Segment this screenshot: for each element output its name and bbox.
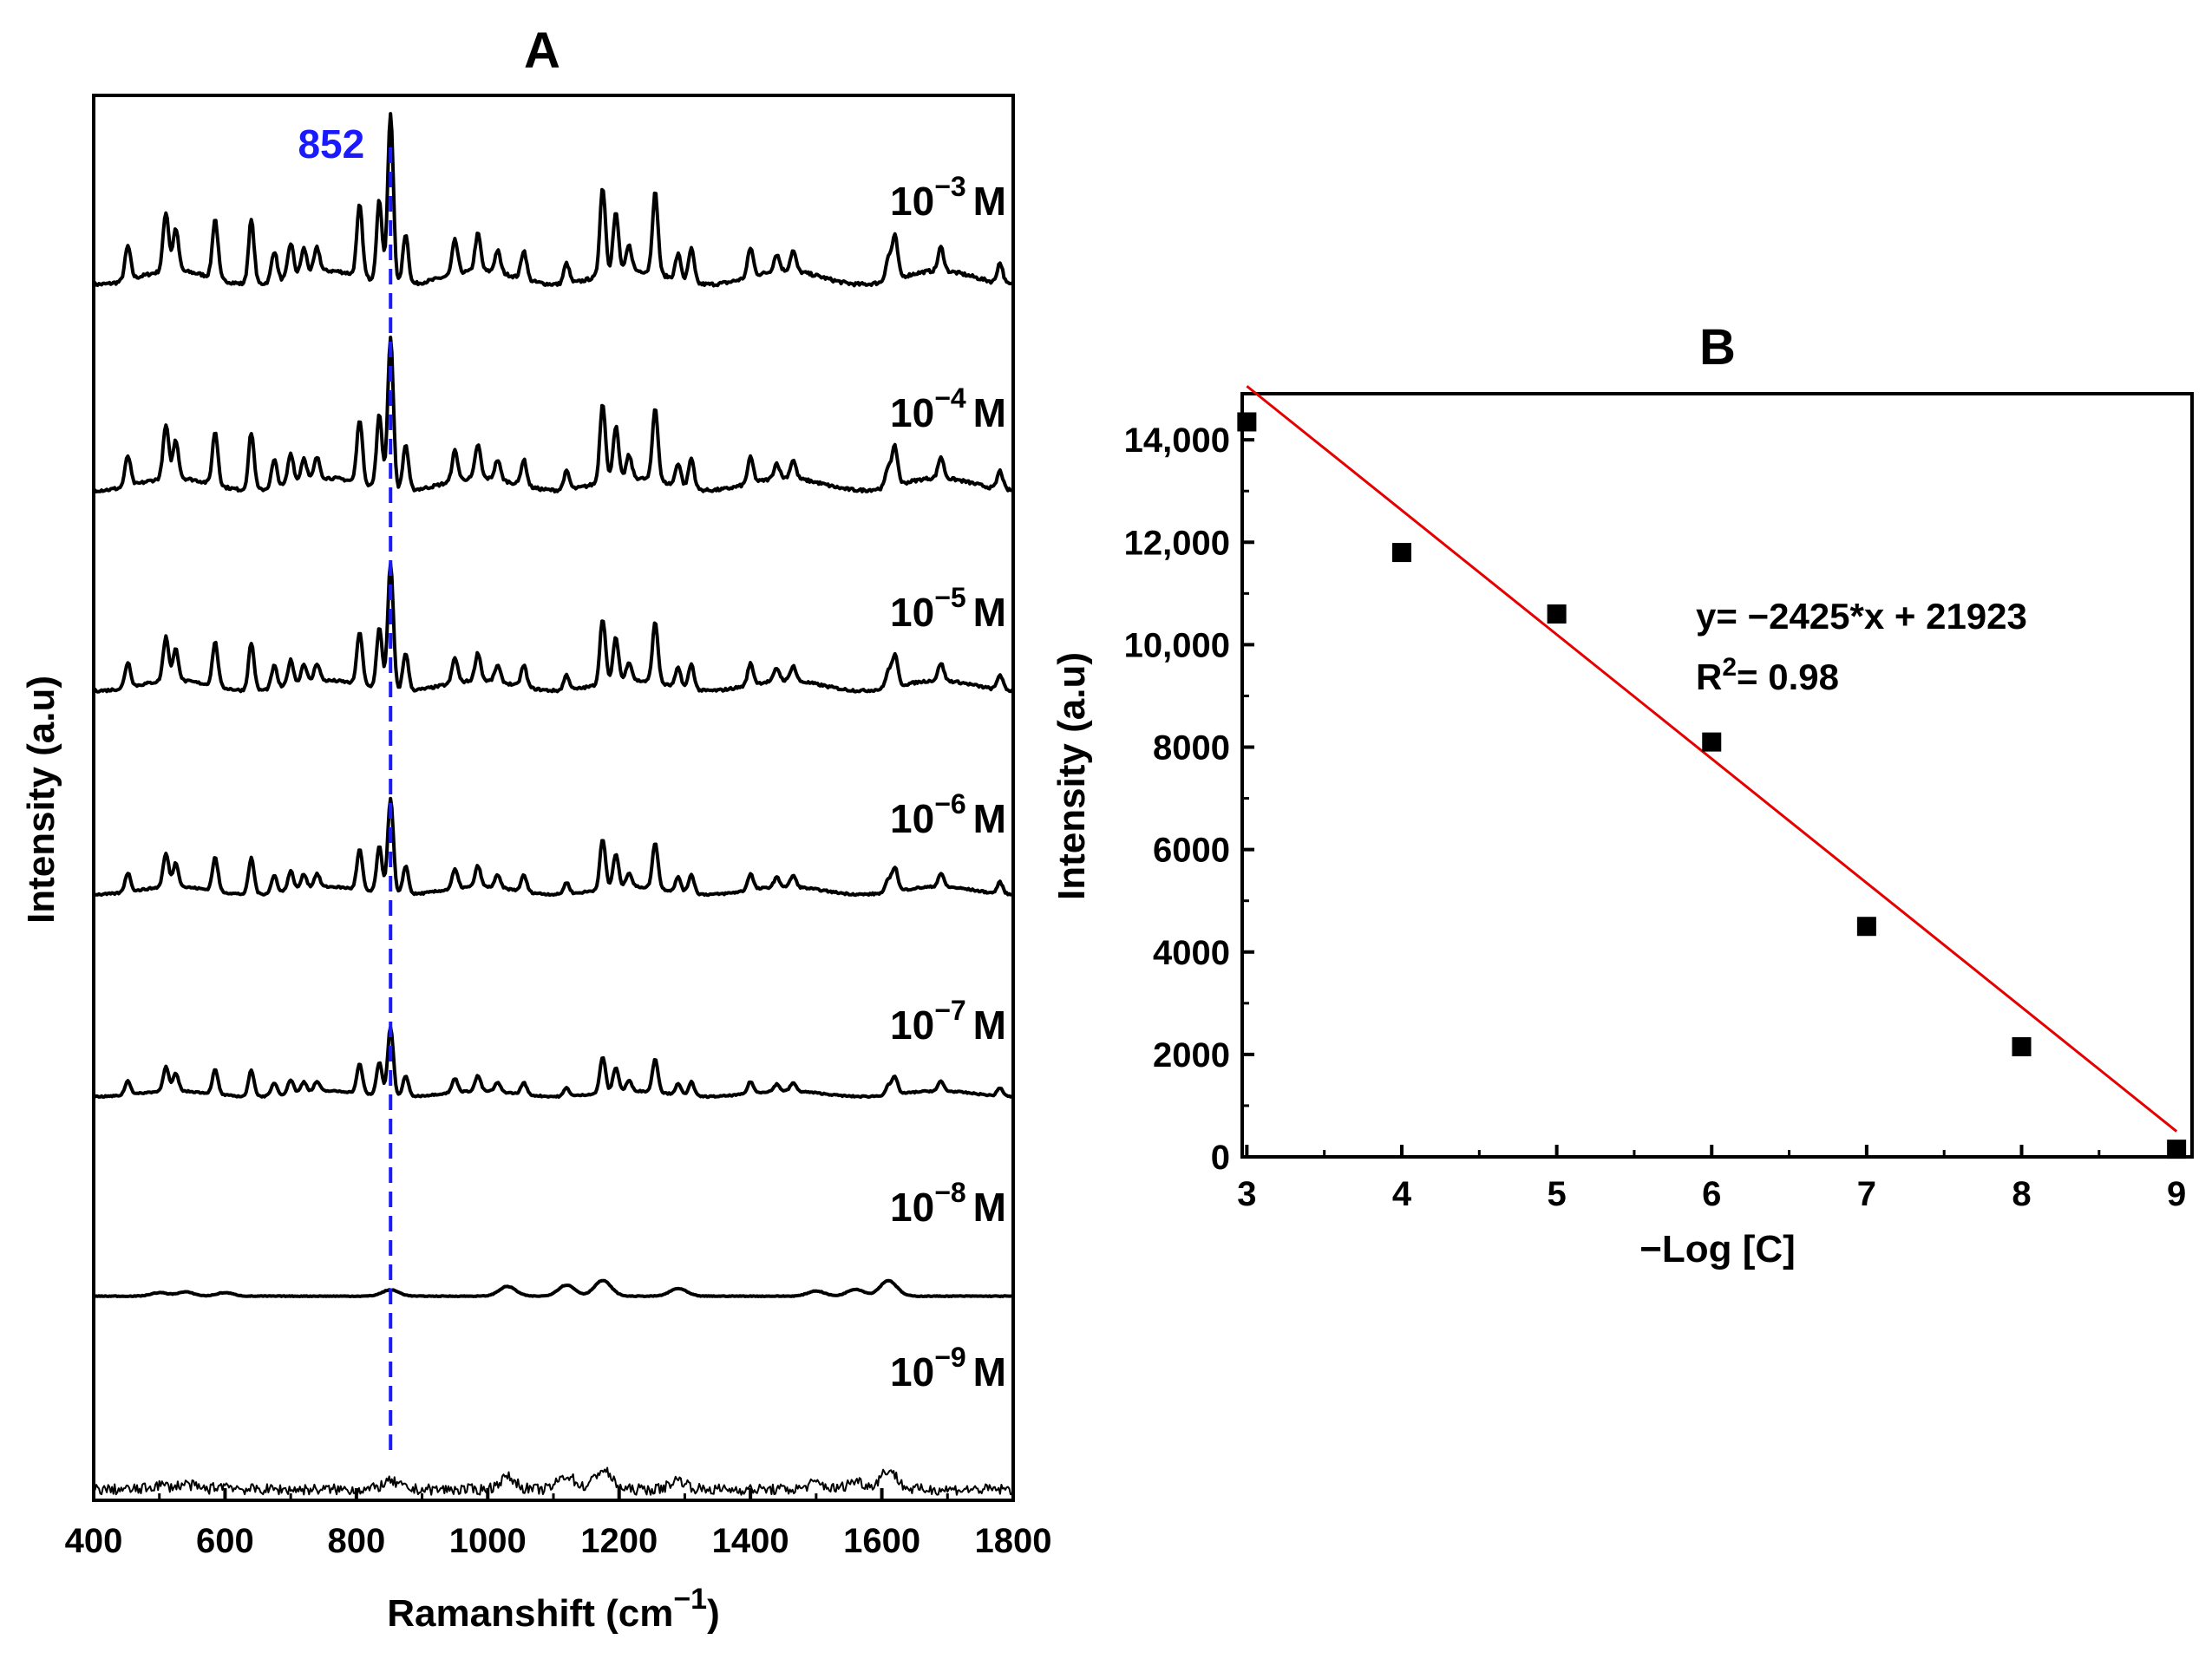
y-tick-label: 12,000 xyxy=(1124,524,1230,562)
x-tick-label: 600 xyxy=(196,1522,254,1560)
conc-unit: M xyxy=(973,1185,1006,1230)
conc-unit: M xyxy=(973,1349,1006,1394)
conc-base: 10 xyxy=(890,179,934,224)
y-tick-label: 8000 xyxy=(1153,729,1230,767)
concentration-label: 10−6 M xyxy=(890,788,1006,841)
conc-base: 10 xyxy=(890,1185,934,1230)
conc-base: 10 xyxy=(890,390,934,435)
x-tick-label: 1600 xyxy=(843,1522,920,1560)
spectrum-line-1e-5 xyxy=(92,561,1015,694)
conc-exponent: −6 xyxy=(934,788,965,820)
panel-b-data-points xyxy=(1237,412,2187,1159)
peak-852-label: 852 xyxy=(298,121,364,167)
x-tick-label: 5 xyxy=(1547,1175,1566,1213)
x-tick-label: 1200 xyxy=(580,1522,658,1560)
y-tick-label: 2000 xyxy=(1153,1036,1230,1074)
panel-b-y-axis-label: Intensity (a.u) xyxy=(1050,652,1093,900)
panel-a-spectra xyxy=(92,112,1015,1496)
data-point xyxy=(1237,412,1257,432)
panel-b-title: B xyxy=(1699,319,1736,376)
conc-unit: M xyxy=(973,1003,1006,1048)
spectrum-line-1e-4 xyxy=(93,336,1014,493)
concentration-label: 10−3 M xyxy=(890,171,1006,224)
conc-exponent: −7 xyxy=(934,995,965,1026)
y-tick-label: 4000 xyxy=(1153,934,1230,972)
linear-fit-line xyxy=(1246,385,2178,1133)
r2-prefix: R xyxy=(1696,656,1722,697)
data-point xyxy=(2012,1037,2032,1057)
x-tick-label: 400 xyxy=(65,1522,123,1560)
x-tick-label: 8 xyxy=(2012,1175,2031,1213)
data-point xyxy=(1547,604,1567,624)
panel-b: B 0 2000 4000 6000 8000 10,000 12,000 14,000 3 4… xyxy=(1050,319,2194,1270)
x-tick-label: 1400 xyxy=(712,1522,789,1560)
conc-exponent: −8 xyxy=(934,1177,965,1208)
spectrum-line-1e-9 xyxy=(93,1466,1014,1496)
concentration-labels: 10−3 M10−4 M10−5 M10−6 M10−7 M10−8 M10−9 M xyxy=(890,171,1006,1394)
spectrum-line-1e-6 xyxy=(92,796,1014,898)
x-tick-label: 6 xyxy=(1702,1175,1721,1213)
fit-equation: y= −2425*x + 21923 xyxy=(1696,596,2027,637)
r2-value: = 0.98 xyxy=(1737,656,1839,697)
concentration-label: 10−8 M xyxy=(890,1177,1006,1230)
x-tick-label: 800 xyxy=(327,1522,385,1560)
conc-unit: M xyxy=(973,179,1006,224)
y-tick-label: 14,000 xyxy=(1124,421,1230,460)
panel-a: A 852 10−3 M10−4 M10−5 M10−6 M10−7 M10−8 M10−9… xyxy=(20,23,1051,1635)
concentration-label: 10−7 M xyxy=(890,995,1006,1048)
spectrum-line-1e-3 xyxy=(92,112,1015,288)
conc-base: 10 xyxy=(890,1349,934,1394)
conc-exponent: −9 xyxy=(934,1342,965,1373)
x-tick-label: 4 xyxy=(1392,1175,1412,1213)
panel-b-frame xyxy=(1240,392,2194,1159)
conc-base: 10 xyxy=(890,590,934,635)
x-label-tail: ) xyxy=(707,1592,720,1635)
conc-base: 10 xyxy=(890,796,934,841)
r-squared: R2= 0.98 xyxy=(1696,653,1839,697)
concentration-label: 10−4 M xyxy=(890,382,1006,435)
conc-unit: M xyxy=(973,390,1006,435)
conc-exponent: −4 xyxy=(934,382,966,414)
panel-a-x-ticks: 400 600 800 1000 1200 1400 1600 1800 xyxy=(65,1488,1052,1560)
x-tick-label: 9 xyxy=(2167,1175,2186,1213)
spectrum-line-1e-7 xyxy=(93,1025,1014,1100)
conc-base: 10 xyxy=(890,1003,934,1048)
panel-a-x-axis-label: Ramanshift (cm−1) xyxy=(387,1583,720,1635)
y-tick-label: 0 xyxy=(1211,1139,1230,1177)
panel-a-y-axis-label: Intensity (a.u) xyxy=(20,676,62,924)
x-tick-label: 3 xyxy=(1237,1175,1256,1213)
r2-superscript: 2 xyxy=(1722,653,1737,682)
x-tick-label: 7 xyxy=(1857,1175,1876,1213)
y-tick-label: 10,000 xyxy=(1124,626,1230,664)
x-tick-label: 1000 xyxy=(449,1522,527,1560)
concentration-label: 10−5 M xyxy=(890,582,1006,635)
data-point xyxy=(1391,543,1411,563)
data-point xyxy=(1856,917,1876,937)
spectrum-line-1e-8 xyxy=(93,1278,1014,1298)
x-tick-label: 1800 xyxy=(975,1522,1052,1560)
data-point xyxy=(1702,732,1722,752)
x-label-superscript: −1 xyxy=(673,1583,707,1616)
y-tick-label: 6000 xyxy=(1153,832,1230,870)
panel-b-x-axis-label: −Log [C] xyxy=(1639,1228,1796,1270)
panel-b-y-ticks: 0 2000 4000 6000 8000 10,000 12,000 14,000 xyxy=(1124,421,1254,1177)
panel-b-x-ticks: 3 4 5 6 7 8 9 xyxy=(1237,1145,2186,1213)
conc-exponent: −5 xyxy=(934,582,965,613)
conc-exponent: −3 xyxy=(934,171,965,202)
x-label-main: Ramanshift (cm xyxy=(387,1592,673,1635)
panel-a-title: A xyxy=(524,23,560,79)
concentration-label: 10−9 M xyxy=(890,1342,1006,1394)
conc-unit: M xyxy=(973,796,1006,841)
data-point xyxy=(2167,1140,2187,1159)
conc-unit: M xyxy=(973,590,1006,635)
